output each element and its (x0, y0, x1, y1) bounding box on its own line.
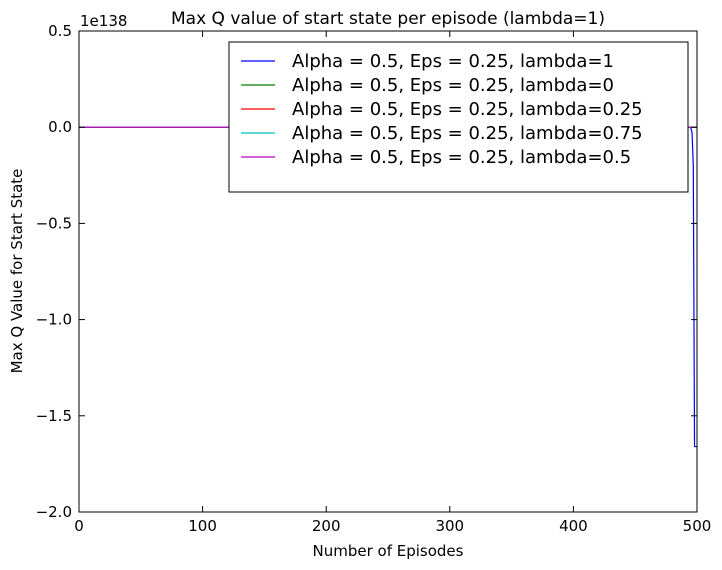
legend-label: Alpha = 0.5, Eps = 0.25, lambda=0 (292, 75, 614, 96)
plot-frame (78, 30, 698, 513)
y-axis-title: Max Q Value for Start State (8, 169, 26, 374)
y-tick-label: 0.5 (48, 22, 72, 40)
x-tick-label: 0 (74, 517, 84, 535)
legend-entry: Alpha = 0.5, Eps = 0.25, lambda=0.75 (241, 123, 643, 144)
x-axis-title: Number of Episodes (313, 542, 464, 560)
y-tick-label: 0.0 (48, 118, 72, 136)
x-tick-label: 400 (559, 517, 588, 535)
y-tick-label: −2.0 (36, 503, 72, 521)
x-tick-label: 100 (188, 517, 217, 535)
legend-label: Alpha = 0.5, Eps = 0.25, lambda=0.5 (292, 147, 631, 168)
legend-label: Alpha = 0.5, Eps = 0.25, lambda=0.25 (292, 99, 643, 120)
chart-title: Max Q value of start state per episode (… (171, 9, 605, 29)
y-tick-label: −1.5 (36, 407, 72, 425)
x-tick-label: 300 (435, 517, 464, 535)
legend-entry: Alpha = 0.5, Eps = 0.25, lambda=0.5 (241, 147, 631, 168)
x-tick-label: 200 (312, 517, 341, 535)
y-tick-label: −1.0 (36, 311, 72, 329)
x-tick-label: 500 (683, 517, 712, 535)
legend: Alpha = 0.5, Eps = 0.25, lambda=1 Alpha =… (228, 41, 689, 193)
legend-entry: Alpha = 0.5, Eps = 0.25, lambda=0.25 (241, 99, 643, 120)
legend-label: Alpha = 0.5, Eps = 0.25, lambda=1 (292, 51, 614, 72)
legend-entry: Alpha = 0.5, Eps = 0.25, lambda=0 (241, 75, 614, 96)
plot-area: 0 100 200 300 400 500 0.5 0.0 −0.5 −1.0 −1.5 −2.0 (36, 22, 712, 535)
legend-label: Alpha = 0.5, Eps = 0.25, lambda=0.75 (292, 123, 643, 144)
legend-entry: Alpha = 0.5, Eps = 0.25, lambda=1 (241, 51, 614, 72)
y-tick-label: −0.5 (36, 214, 72, 232)
legend-box (228, 41, 689, 193)
y-offset-label: 1e138 (80, 12, 127, 30)
